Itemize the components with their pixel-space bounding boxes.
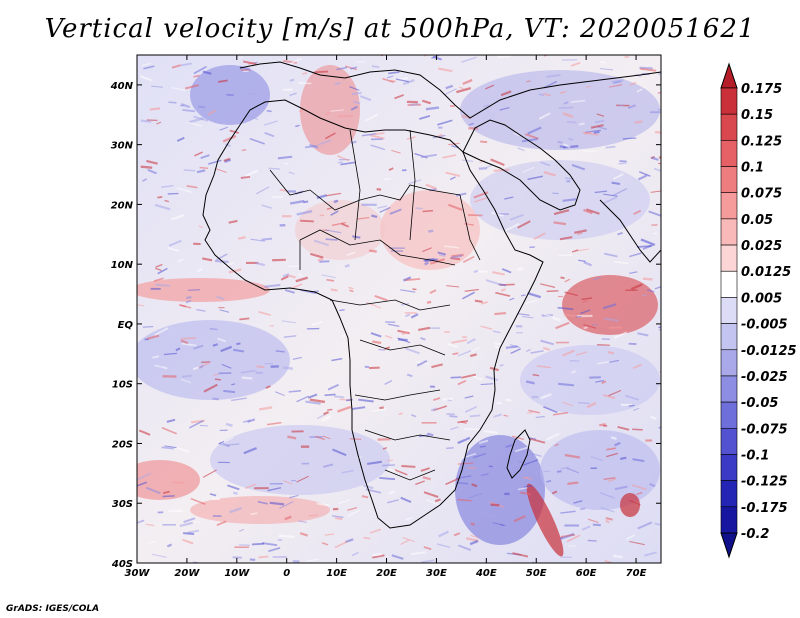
colorbar-label: 0.1 xyxy=(741,161,764,176)
colorbar-label: -0.025 xyxy=(741,370,788,385)
colorbar-bin xyxy=(720,297,738,324)
field-streaks xyxy=(137,55,661,563)
colorbar-bin xyxy=(720,427,738,455)
lat-tick-label: 20N xyxy=(111,200,134,211)
lon-tick-label: 20E xyxy=(376,568,397,579)
lat-tick-label: 30N xyxy=(111,141,134,152)
colorbar-label: -0.05 xyxy=(741,396,778,411)
colorbar-bin xyxy=(720,244,738,272)
lon-tick-label: 70E xyxy=(626,568,647,579)
europe-coast xyxy=(239,61,661,119)
colorbar: 0.175 0.15 0.125 0.1 0.075 0.05 0.025 0.0125 0.0… xyxy=(720,62,797,559)
longitude-axis: 30W 20W 10W 0 10E 20E 30E 40E 50E 60E 70E xyxy=(125,55,647,579)
lon-tick-label: 60E xyxy=(576,568,597,579)
colorbar-label: -0.2 xyxy=(741,527,769,542)
lat-tick-label: 40N xyxy=(110,81,134,92)
lat-tick-label: 10S xyxy=(112,380,133,391)
arabia-coast xyxy=(462,119,581,211)
india-coast xyxy=(599,199,661,263)
lon-tick-label: 10E xyxy=(326,568,347,579)
lat-tick-label: EQ xyxy=(118,320,134,331)
colorbar-label: 0.15 xyxy=(741,108,773,123)
colorbar-label: -0.005 xyxy=(741,318,788,333)
coastlines xyxy=(202,61,661,529)
colorbar-bin xyxy=(720,87,738,115)
plot-frame xyxy=(136,54,662,564)
colorbar-top-arrow xyxy=(720,62,738,89)
colorbar-label: 0.075 xyxy=(741,187,782,202)
colorbar-bin xyxy=(720,113,738,141)
madagascar-coast xyxy=(506,429,531,479)
colorbar-bin xyxy=(720,140,738,167)
colorbar-bottom-arrow xyxy=(720,532,738,559)
colorbar-bin xyxy=(720,270,738,298)
colorbar-label: 0.0125 xyxy=(741,265,791,280)
borders xyxy=(269,129,481,481)
colorbar-bin xyxy=(720,454,738,481)
latitude-axis: 40N 30N 20N 10N EQ 10S 20S 30S 40S xyxy=(110,81,661,570)
colorbar-bin xyxy=(720,323,738,351)
colorbar-label: 0.05 xyxy=(741,213,773,228)
lat-tick-label: 30S xyxy=(112,499,133,510)
map-title: Vertical velocity [m/s] at 500hPa, VT: 2… xyxy=(44,14,756,44)
colorbar-label: 0.025 xyxy=(741,239,782,254)
africa-coast xyxy=(202,99,544,529)
lat-tick-label: 10N xyxy=(111,260,134,271)
colorbar-label: 0.125 xyxy=(741,134,782,149)
vertical-velocity-field xyxy=(137,55,661,563)
colorbar-bin xyxy=(720,401,738,429)
colorbar-label: 0.175 xyxy=(741,82,782,97)
colorbar-bin xyxy=(720,506,738,534)
grads-credit: GrADS: IGES/COLA xyxy=(6,604,100,614)
colorbar-bin xyxy=(720,480,738,508)
lat-tick-label: 20S xyxy=(112,439,133,450)
lon-tick-label: 10W xyxy=(224,568,250,579)
lon-tick-label: 40E xyxy=(475,568,497,579)
lon-tick-label: 30W xyxy=(125,568,151,579)
lon-tick-label: 0 xyxy=(283,568,290,579)
colorbar-label: 0.005 xyxy=(741,291,782,306)
colorbar-label: -0.175 xyxy=(741,501,788,516)
lon-tick-label: 20W xyxy=(174,568,200,579)
colorbar-bin xyxy=(720,218,738,246)
lon-tick-label: 30E xyxy=(426,568,447,579)
lat-tick-label: 40S xyxy=(111,559,133,570)
colorbar-bin xyxy=(720,166,738,194)
colorbar-label: -0.075 xyxy=(741,422,788,437)
colorbar-bin xyxy=(720,375,738,403)
colorbar-bin xyxy=(720,349,738,377)
colorbar-label: -0.0125 xyxy=(741,344,797,359)
lon-tick-label: 50E xyxy=(526,568,547,579)
colorbar-label: -0.125 xyxy=(741,475,788,490)
colorbar-bin xyxy=(720,192,738,220)
colorbar-label: -0.1 xyxy=(741,448,769,463)
